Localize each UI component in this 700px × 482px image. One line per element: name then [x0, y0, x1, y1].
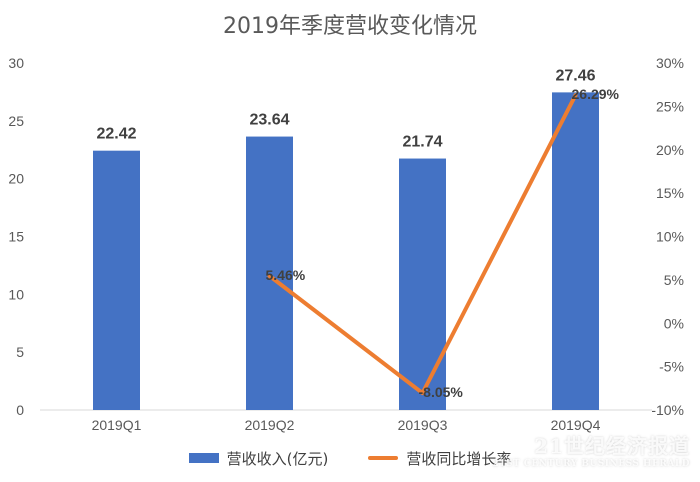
x-tick-label: 2019Q2	[245, 417, 295, 433]
y2-tick-label: 5%	[664, 272, 684, 288]
y2-tick-label: 0%	[664, 315, 684, 331]
legend-item-growth: 营收同比增长率	[368, 448, 511, 469]
revenue-bar	[246, 136, 293, 410]
revenue-bar	[399, 158, 446, 410]
x-tick-label: 2019Q3	[398, 417, 448, 433]
revenue-bar-label: 21.74	[402, 134, 442, 151]
y-tick-label: 25	[8, 113, 24, 129]
revenue-bar-label: 27.46	[555, 67, 595, 84]
legend-label-revenue: 营收收入(亿元)	[226, 449, 329, 468]
growth-rate-label: -8.05%	[419, 384, 464, 400]
y2-tick-label: -5%	[659, 359, 684, 375]
watermark-logo: 21世纪经济报道 21ST CENTURY BUSINESS HERALD	[492, 430, 690, 469]
y2-tick-label: -10%	[651, 402, 684, 418]
revenue-bar-label: 23.64	[249, 112, 289, 129]
legend-item-revenue: 营收收入(亿元)	[188, 448, 329, 469]
y-tick-label: 30	[8, 55, 24, 71]
growth-rate-label: 5.46%	[266, 267, 306, 283]
y-tick-label: 15	[8, 229, 24, 245]
revenue-bar-label: 22.42	[96, 126, 136, 143]
y2-tick-label: 30%	[656, 55, 684, 71]
watermark-sub: 21ST CENTURY BUSINESS HERALD	[492, 459, 690, 469]
y-tick-label: 10	[8, 286, 24, 302]
revenue-bar	[552, 92, 599, 410]
revenue-bar	[93, 150, 140, 410]
legend-swatch-line	[368, 456, 399, 460]
y-tick-label: 5	[16, 344, 24, 360]
y-tick-label: 20	[8, 171, 24, 187]
watermark-main: 21世纪经济报道	[534, 434, 690, 458]
growth-rate-line	[267, 93, 578, 396]
y2-tick-label: 10%	[656, 229, 684, 245]
chart-title: 2019年季度营收变化情况	[223, 14, 477, 39]
y2-tick-label: 15%	[656, 185, 684, 201]
y-tick-label: 0	[16, 402, 24, 418]
legend: 营收收入(亿元) 营收同比增长率	[0, 445, 700, 471]
legend-swatch-bar	[188, 453, 219, 463]
y2-tick-label: 20%	[656, 142, 684, 158]
x-tick-label: 2019Q1	[92, 417, 142, 433]
growth-rate-label: 26.29%	[572, 86, 620, 102]
x-tick-label: 2019Q4	[551, 417, 601, 433]
legend-label-growth: 营收同比增长率	[406, 449, 512, 468]
y2-tick-label: 25%	[656, 98, 684, 114]
